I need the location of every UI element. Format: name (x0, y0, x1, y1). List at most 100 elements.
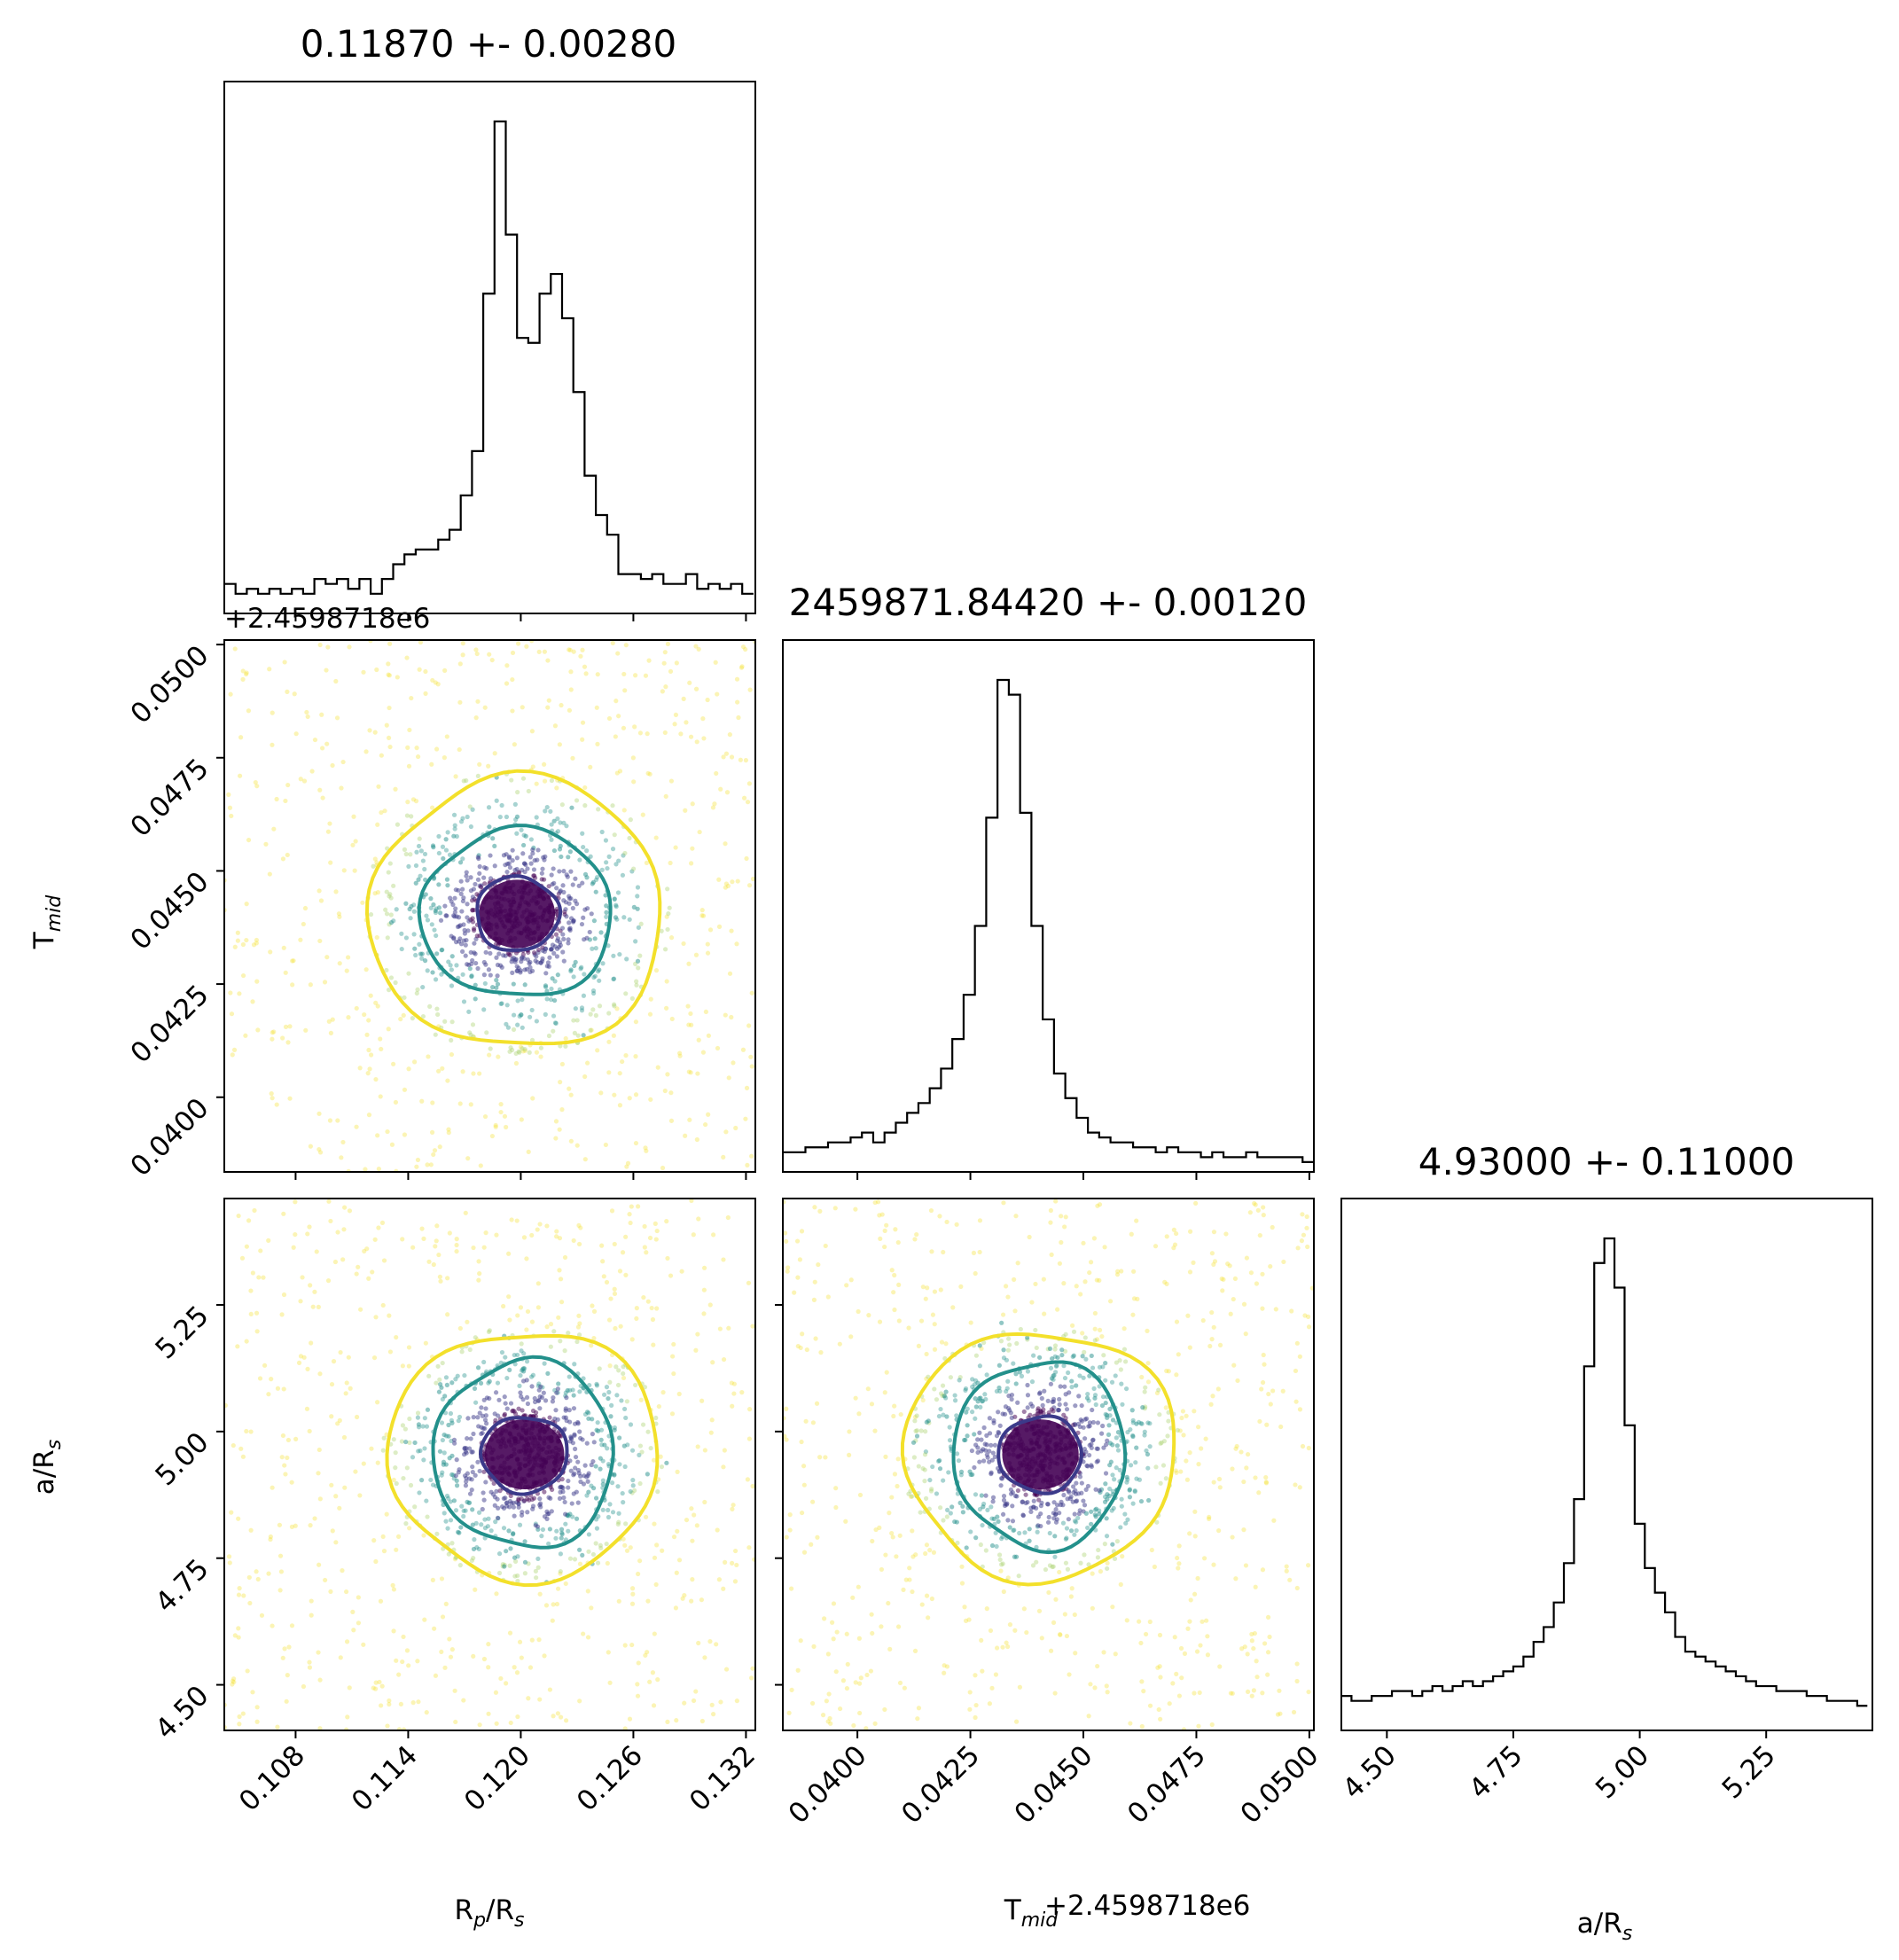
scatter-point (473, 715, 479, 721)
histogram-bin (1009, 695, 1020, 1172)
scatter-point (832, 1206, 838, 1211)
scatter-point (424, 1498, 429, 1503)
histogram-bin (1020, 813, 1032, 1172)
scatter-point (364, 1032, 370, 1037)
scatter-point (1209, 1251, 1215, 1256)
scatter-point (422, 1416, 427, 1421)
scatter-point (541, 1390, 546, 1395)
scatter-point (568, 869, 574, 874)
scatter-point (496, 1570, 503, 1576)
scatter-point (749, 1064, 754, 1069)
scatter-point (1097, 1511, 1102, 1517)
scatter-point (247, 1600, 253, 1606)
scatter-point (555, 816, 560, 822)
scatter-point (285, 782, 291, 788)
scatter-point (705, 941, 710, 947)
scatter-point (879, 1566, 885, 1573)
scatter-point (612, 896, 617, 902)
x-tick-label: 0.0475 (1121, 1739, 1212, 1830)
histogram-bin (1362, 1701, 1372, 1730)
scatter-point (922, 1479, 927, 1484)
histogram-bin (862, 1133, 873, 1172)
scatter-point (386, 870, 391, 875)
scatter-point (1264, 1422, 1270, 1427)
scatter-point (1109, 1379, 1115, 1385)
scatter-point (973, 1270, 978, 1277)
scatter-point (496, 1054, 501, 1059)
scatter-point (542, 1489, 547, 1495)
scatter-point (361, 1461, 366, 1466)
scatter-point (872, 1199, 878, 1206)
scatter-point (1147, 1421, 1153, 1426)
scatter-point (1087, 1269, 1092, 1276)
scatter-point (546, 698, 551, 703)
scatter-point (1064, 1535, 1069, 1541)
scatter-point (983, 1493, 989, 1498)
scatter-point (980, 1668, 985, 1674)
scatter-point (664, 914, 669, 919)
scatter-point (1192, 1409, 1197, 1414)
scatter-point (475, 1415, 481, 1420)
scatter-point (384, 889, 389, 894)
scatter-point (681, 696, 686, 701)
scatter-point (923, 1550, 928, 1557)
scatter-point (681, 941, 686, 947)
scatter-point (896, 1282, 902, 1287)
scatter-point (464, 1479, 469, 1484)
scatter-point (240, 676, 246, 682)
scatter-point (1209, 1337, 1215, 1342)
scatter-point (510, 957, 515, 962)
scatter-point (343, 1589, 349, 1595)
scatter-point (422, 866, 427, 872)
scatter-point (1057, 1511, 1062, 1516)
scatter-point (1162, 1279, 1168, 1285)
scatter-point (576, 1313, 582, 1318)
scatter-point (240, 972, 246, 979)
scatter-point (744, 855, 749, 862)
scatter-point (590, 1551, 596, 1558)
histogram-bin (975, 926, 987, 1173)
scatter-point (481, 1469, 487, 1474)
scatter-point (645, 1472, 650, 1477)
scatter-point (517, 1639, 523, 1644)
scatter-point (1145, 1361, 1151, 1366)
scatter-point (973, 1416, 978, 1421)
scatter-point (344, 1380, 349, 1386)
scatter-point (1089, 1441, 1094, 1447)
scatter-point (469, 961, 474, 966)
scatter-point (567, 1374, 572, 1379)
scatter-point (746, 1545, 752, 1550)
scatter-point (521, 1498, 528, 1503)
scatter-point (470, 1507, 475, 1512)
scatter-point (1090, 1605, 1095, 1611)
scatter-point (1254, 1659, 1259, 1664)
scatter-point (590, 1432, 595, 1437)
scatter-point (653, 968, 660, 973)
scatter-point (527, 1497, 532, 1503)
scatter-point (1197, 1690, 1202, 1696)
scatter-point (510, 847, 515, 853)
scatter-point (1071, 1484, 1076, 1489)
scatter-point (635, 1693, 641, 1698)
scatter-point (553, 1535, 559, 1541)
scatter-point (1163, 1405, 1168, 1410)
scatter-point (1052, 1347, 1058, 1352)
scatter-point (985, 1507, 990, 1513)
scatter-point (798, 1638, 803, 1644)
scatter-point (686, 961, 692, 966)
histogram-bin (1246, 1152, 1258, 1172)
scatter-point (699, 1718, 705, 1724)
scatter-point (558, 1485, 563, 1490)
scatter-point (515, 968, 520, 973)
scatter-point (910, 1589, 915, 1595)
scatter-point (1010, 1503, 1015, 1509)
scatter-point (725, 883, 731, 889)
scatter-point (1085, 1525, 1090, 1531)
x-tick-label: 5.00 (1590, 1739, 1655, 1805)
scatter-point (708, 1430, 714, 1435)
scatter-point (452, 1441, 457, 1446)
scatter-point (1265, 1672, 1270, 1677)
scatter-point (564, 872, 569, 878)
scatter-point (730, 1560, 735, 1566)
scatter-point (1076, 1394, 1082, 1399)
